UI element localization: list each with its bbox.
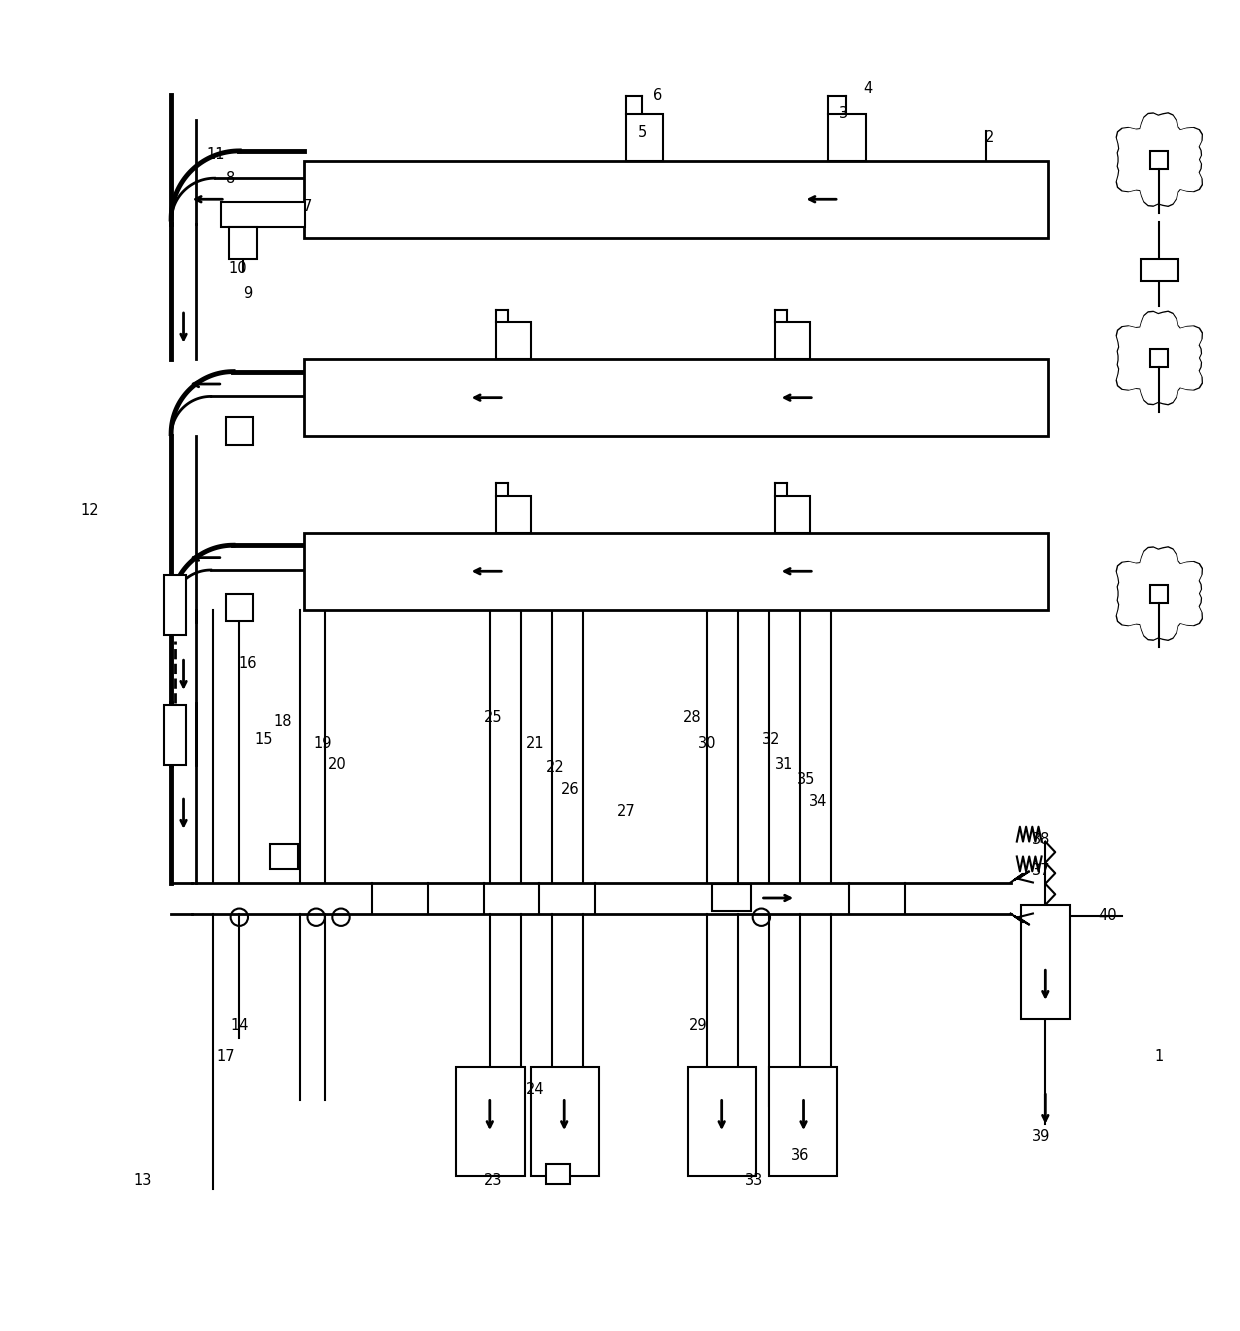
Bar bbox=[531, 1067, 599, 1177]
Text: 29: 29 bbox=[688, 1018, 708, 1033]
Bar bbox=[304, 532, 1048, 610]
Polygon shape bbox=[1117, 313, 1202, 403]
Bar bbox=[1021, 905, 1070, 1020]
Bar bbox=[496, 495, 531, 532]
Bar bbox=[229, 226, 257, 258]
Bar bbox=[688, 1067, 756, 1177]
Bar bbox=[496, 322, 531, 359]
Bar bbox=[226, 418, 253, 445]
Bar bbox=[456, 1067, 525, 1177]
Bar bbox=[1151, 584, 1168, 603]
Text: 5: 5 bbox=[637, 125, 647, 140]
Bar bbox=[626, 113, 663, 161]
Text: 35: 35 bbox=[797, 772, 815, 787]
Text: 12: 12 bbox=[79, 503, 99, 518]
Text: 32: 32 bbox=[763, 732, 780, 748]
Polygon shape bbox=[1116, 547, 1203, 640]
Bar bbox=[164, 575, 186, 635]
Text: 33: 33 bbox=[745, 1173, 763, 1187]
Text: 23: 23 bbox=[485, 1173, 502, 1187]
Text: 38: 38 bbox=[1033, 832, 1050, 847]
Text: 14: 14 bbox=[231, 1018, 248, 1033]
Text: 13: 13 bbox=[134, 1173, 151, 1187]
Bar bbox=[828, 113, 866, 161]
Text: 8: 8 bbox=[226, 170, 236, 186]
Text: 24: 24 bbox=[526, 1082, 546, 1097]
Bar bbox=[304, 161, 1048, 238]
Bar bbox=[221, 202, 305, 226]
Bar bbox=[769, 1067, 837, 1177]
Text: 37: 37 bbox=[1033, 862, 1050, 877]
Text: 7: 7 bbox=[303, 200, 312, 214]
Bar bbox=[712, 884, 751, 910]
Text: 21: 21 bbox=[526, 736, 546, 751]
Text: 16: 16 bbox=[239, 656, 257, 671]
Text: 17: 17 bbox=[216, 1049, 236, 1063]
Bar bbox=[270, 844, 298, 869]
Text: 39: 39 bbox=[1033, 1129, 1050, 1145]
Text: 34: 34 bbox=[810, 795, 827, 809]
Polygon shape bbox=[1117, 548, 1202, 639]
Text: 22: 22 bbox=[546, 760, 565, 775]
Text: 27: 27 bbox=[616, 804, 636, 820]
Text: 15: 15 bbox=[255, 732, 273, 748]
Bar bbox=[1151, 150, 1168, 169]
Polygon shape bbox=[1117, 114, 1202, 205]
Bar bbox=[1141, 258, 1178, 281]
Bar bbox=[775, 322, 810, 359]
Text: 3: 3 bbox=[838, 106, 848, 121]
Text: 30: 30 bbox=[698, 736, 715, 751]
Text: 2: 2 bbox=[985, 129, 994, 145]
Text: 19: 19 bbox=[314, 736, 331, 751]
Polygon shape bbox=[1116, 113, 1203, 206]
Bar bbox=[775, 495, 810, 532]
Bar bbox=[304, 359, 1048, 437]
Bar bbox=[164, 705, 186, 765]
Text: 4: 4 bbox=[863, 81, 873, 96]
Text: 6: 6 bbox=[652, 88, 662, 102]
Text: 31: 31 bbox=[775, 757, 792, 772]
Polygon shape bbox=[1116, 311, 1203, 405]
Bar bbox=[226, 594, 253, 620]
Text: 36: 36 bbox=[791, 1147, 808, 1163]
Text: 25: 25 bbox=[484, 709, 503, 725]
Text: 10: 10 bbox=[228, 261, 248, 277]
Text: 20: 20 bbox=[327, 757, 347, 772]
Text: 1: 1 bbox=[1154, 1049, 1164, 1063]
Text: 28: 28 bbox=[682, 709, 702, 725]
Bar bbox=[1151, 349, 1168, 367]
Text: 18: 18 bbox=[274, 713, 291, 729]
Text: 11: 11 bbox=[207, 148, 224, 162]
Text: 40: 40 bbox=[1097, 909, 1117, 924]
Text: 26: 26 bbox=[560, 783, 580, 797]
Text: 9: 9 bbox=[243, 286, 253, 301]
Bar bbox=[546, 1165, 570, 1183]
